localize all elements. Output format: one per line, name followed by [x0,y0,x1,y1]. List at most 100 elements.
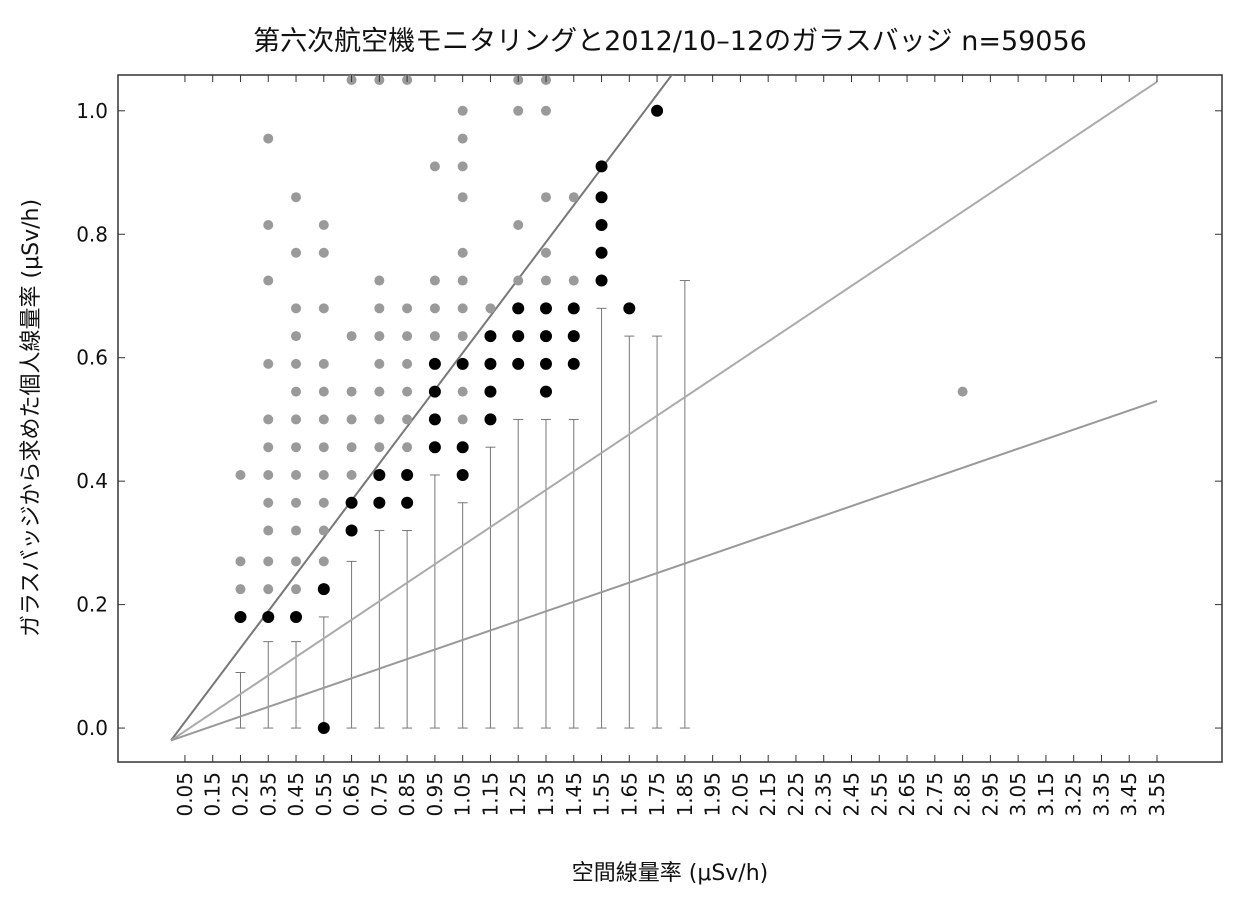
x-tick-label: 2.35 [812,772,836,817]
point [291,556,302,567]
error-bar [402,530,413,729]
x-tick-label: 1.75 [645,772,669,817]
x-tick-label: 2.45 [840,772,864,817]
point [402,303,413,314]
point [513,275,524,286]
point [512,357,525,370]
point [957,386,968,397]
point [513,219,524,230]
point [484,413,497,426]
point [374,414,385,425]
point [263,358,274,369]
point [346,469,357,480]
x-tick-label: 1.65 [617,772,641,817]
point [457,247,468,258]
y-tick-label: 0.0 [76,716,108,740]
point [457,161,468,172]
point [429,331,440,342]
point [263,584,274,595]
point [291,331,302,342]
chart-title: 第六次航空機モニタリングと2012/10–12のガラスバッジ n=59056 [253,26,1087,57]
point [595,160,608,173]
point [346,442,357,453]
x-tick-label: 3.15 [1034,772,1058,817]
point [373,468,386,481]
x-tick-label: 1.25 [506,772,530,817]
point [567,330,580,343]
point [402,442,413,453]
point [484,330,497,343]
point [291,192,302,203]
x-tick-label: 3.55 [1145,772,1169,817]
x-tick-label: 1.35 [534,772,558,817]
point [457,414,468,425]
point [428,441,441,454]
point [374,303,385,314]
x-tick-label: 0.75 [367,772,391,817]
point [263,525,274,536]
point [595,218,608,231]
error-bar [374,530,385,729]
point [318,497,329,508]
error-bar [652,335,663,729]
point [567,302,580,315]
point [484,385,497,398]
x-tick-label: 3.45 [1117,772,1141,817]
point [263,469,274,480]
point [318,303,329,314]
error-bar [235,671,246,729]
point [235,469,246,480]
point [291,386,302,397]
point [513,105,524,116]
point [374,331,385,342]
point [484,357,497,370]
error-bar [540,418,551,729]
point [374,358,385,369]
error-bar [318,616,329,729]
x-tick-label: 2.05 [728,772,752,817]
point [401,468,414,481]
point [291,414,302,425]
y-tick-label: 0.4 [76,469,108,493]
point [291,584,302,595]
point [373,496,386,509]
point [428,385,441,398]
point [595,191,608,204]
point [539,302,552,315]
x-tick-label: 2.55 [867,772,891,817]
plot-frame [117,74,1223,763]
point [539,385,552,398]
point [317,722,330,735]
y-tick-label: 0.2 [76,593,108,617]
point [235,584,246,595]
point [623,302,636,315]
point [318,247,329,258]
x-tick-label: 0.05 [173,772,197,817]
point [317,583,330,596]
x-axis-label: 空間線量率 (μSv/h) [572,861,769,886]
point [291,442,302,453]
point [457,303,468,314]
point [457,386,468,397]
point [291,358,302,369]
point [318,386,329,397]
point [429,275,440,286]
y-axis-label: ガラスバッジから求めた個人線量率 (μSv/h) [19,199,44,637]
point [346,414,357,425]
point [402,358,413,369]
point [291,497,302,508]
fit-line [170,75,674,741]
point [263,275,274,286]
point [291,469,302,480]
point [346,386,357,397]
point [234,610,247,623]
x-tick-label: 1.55 [590,772,614,817]
x-tick-label: 1.45 [562,772,586,817]
x-tick-label: 2.15 [756,772,780,817]
point [318,442,329,453]
x-tick-label: 2.65 [895,772,919,817]
x-tick-label: 2.25 [784,772,808,817]
point [429,303,440,314]
point [457,275,468,286]
